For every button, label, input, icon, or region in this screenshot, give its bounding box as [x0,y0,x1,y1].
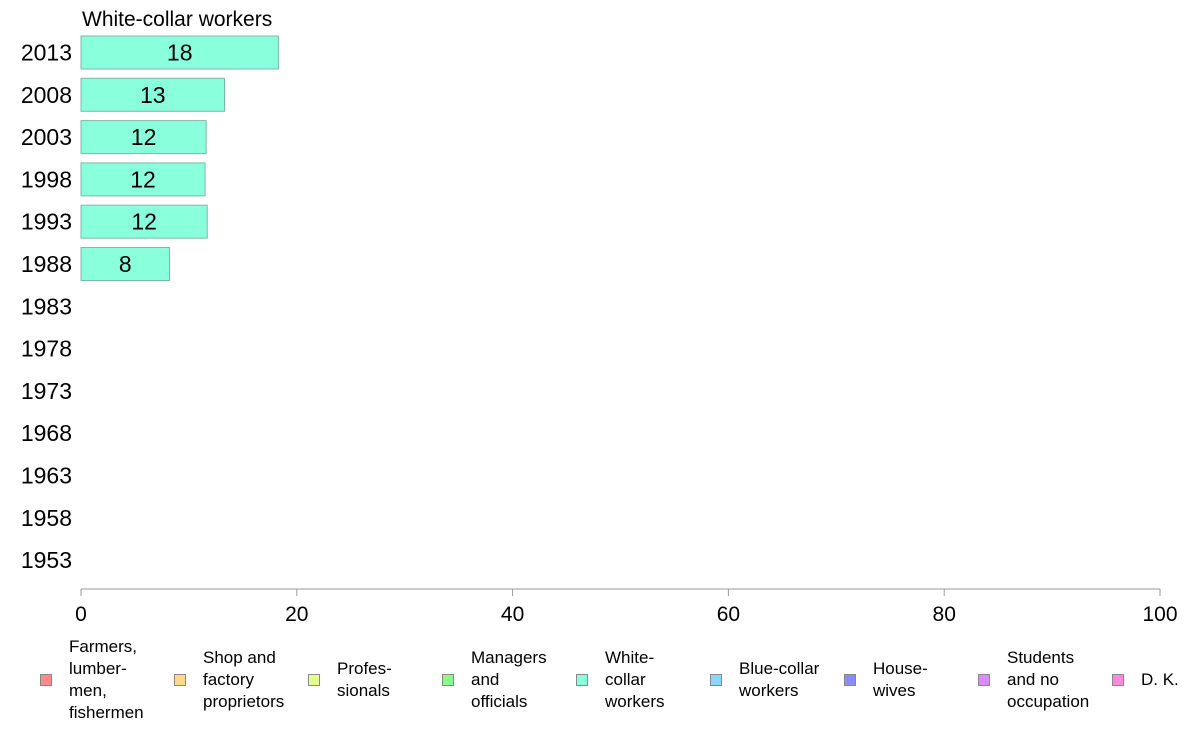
legend-item: Farmers, lumber- men, fishermen [40,636,144,724]
legend-swatch [710,674,722,686]
bar-value-label: 13 [140,82,166,108]
legend: Farmers, lumber- men, fishermen Shop and … [0,637,1188,730]
legend-label: Blue-collar workers [739,659,820,700]
y-tick-label: 1993 [21,209,72,235]
bar-value-label: 8 [119,251,132,277]
y-tick-label: 2003 [21,124,72,150]
y-tick-label: 1998 [21,166,72,192]
legend-swatch [308,674,320,686]
legend-swatch [844,674,856,686]
y-tick-label: 1963 [21,463,72,489]
legend-label: Managers and officials [471,648,547,711]
x-tick-label: 0 [75,603,87,626]
legend-item: Shop and factory proprietors [174,647,284,713]
legend-item: D. K. [1112,669,1179,691]
y-tick-label: 1973 [21,378,72,404]
legend-item: Students and no occupation [978,647,1089,713]
bar-value-label: 12 [131,209,157,235]
x-tick-label: 80 [933,603,956,626]
legend-label: House- wives [873,659,928,700]
legend-item: House- wives [844,658,928,702]
y-tick-label: 1953 [21,547,72,573]
bar [80,162,206,197]
legend-swatch [978,674,990,686]
legend-item: Managers and officials [442,647,547,713]
legend-swatch [40,674,52,686]
y-tick-label: 1983 [21,293,72,319]
bar [80,35,279,70]
y-tick-label: 1958 [21,505,72,531]
legend-swatch [576,674,588,686]
legend-label: D. K. [1141,670,1179,689]
legend-label: Profes- sionals [337,659,392,700]
legend-label: Shop and factory proprietors [203,648,285,711]
bar [80,77,226,112]
legend-item: White- collar workers [576,647,665,713]
bar [80,120,207,155]
legend-label: White- collar workers [605,648,665,711]
bar [80,247,170,281]
x-tick-label: 100 [1142,603,1177,626]
bar-value-label: 12 [131,124,157,150]
x-tick-label: 40 [501,603,524,626]
bar [80,204,208,239]
legend-swatch [442,674,454,686]
x-tick-label: 20 [285,603,308,626]
legend-label: Farmers, lumber- men, fishermen [69,637,144,722]
legend-item: Blue-collar workers [710,658,819,702]
legend-swatch [174,674,186,686]
x-tick-label: 60 [717,603,740,626]
y-tick-label: 1978 [21,336,72,362]
y-tick-label: 2013 [21,40,72,66]
legend-label: Students and no occupation [1007,648,1090,711]
y-tick-label: 1968 [21,420,72,446]
chart-title: White-collar workers [82,8,272,31]
x-axis: 0 20 40 60 80 100 [75,588,1178,626]
bar-value-label: 12 [130,166,156,192]
legend-item: Profes- sionals [308,658,392,702]
legend-swatch [1112,674,1124,686]
y-axis-labels: 2013 2008 2003 1998 1993 1988 1983 1978 1973 1968… [21,40,72,574]
y-tick-label: 1988 [21,251,72,277]
bar-value-label: 18 [167,40,193,66]
y-tick-label: 2008 [21,82,72,108]
